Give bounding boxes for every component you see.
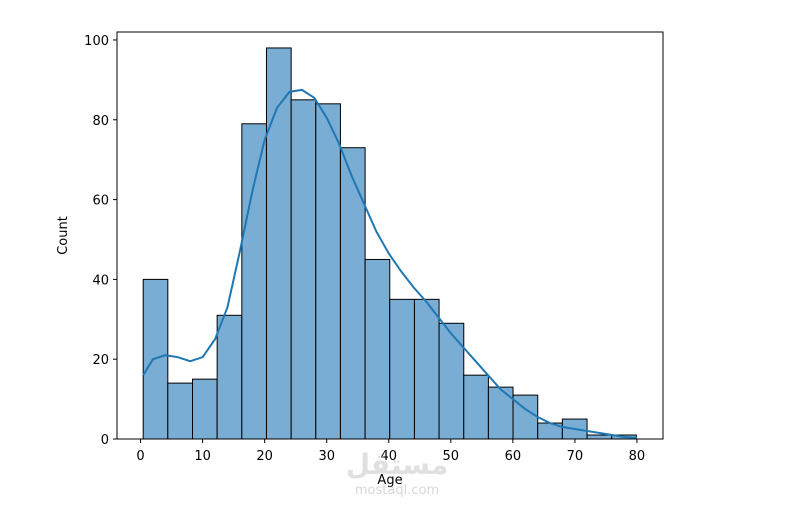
histogram-bars: [142, 47, 637, 440]
y-tick-label: 0: [101, 433, 109, 448]
histogram-bar: [339, 147, 366, 440]
x-axis-label: Age: [377, 473, 402, 488]
x-tick-label: 50: [443, 449, 460, 464]
x-tick-label: 0: [136, 449, 144, 464]
histogram-bar: [290, 99, 317, 440]
histogram-bar: [364, 258, 391, 440]
histogram-bar: [265, 47, 292, 440]
x-tick-label: 30: [318, 449, 335, 464]
histogram-bar: [216, 314, 243, 440]
histogram-bar: [241, 123, 267, 440]
histogram-bar: [413, 298, 440, 440]
y-tick-label: 80: [92, 114, 109, 129]
watermark-latin-text: mostaql.com: [355, 483, 439, 498]
histogram-bar: [586, 434, 613, 440]
axes-frame: [116, 31, 664, 440]
x-axis-ticks: 0 10 20 30 40 50 60 70 80: [136, 439, 645, 464]
histogram-bar: [487, 386, 514, 440]
y-tick-label: 100: [84, 34, 109, 49]
y-tick-label: 40: [92, 273, 109, 288]
x-tick-label: 10: [194, 449, 211, 464]
x-tick-label: 60: [505, 449, 522, 464]
y-axis-label: Count: [56, 216, 71, 255]
histogram-bar: [463, 374, 489, 440]
y-tick-label: 20: [92, 353, 109, 368]
x-tick-label: 40: [380, 449, 397, 464]
x-tick-label: 20: [256, 449, 273, 464]
histogram-bar: [315, 103, 341, 440]
histogram-bar: [192, 378, 218, 440]
x-tick-label: 80: [629, 449, 646, 464]
watermark-arabic-text: مستقل: [346, 448, 448, 481]
histogram-bar: [389, 298, 415, 440]
y-tick-label: 60: [92, 194, 109, 209]
watermark: مستقل mostaql.com: [346, 448, 448, 498]
y-axis-ticks: 0 20 40 60 80 100: [84, 34, 117, 448]
kde-curve: [142, 88, 638, 439]
histogram-bar: [167, 382, 194, 440]
x-tick-label: 70: [567, 449, 584, 464]
histogram-bar: [438, 322, 465, 440]
